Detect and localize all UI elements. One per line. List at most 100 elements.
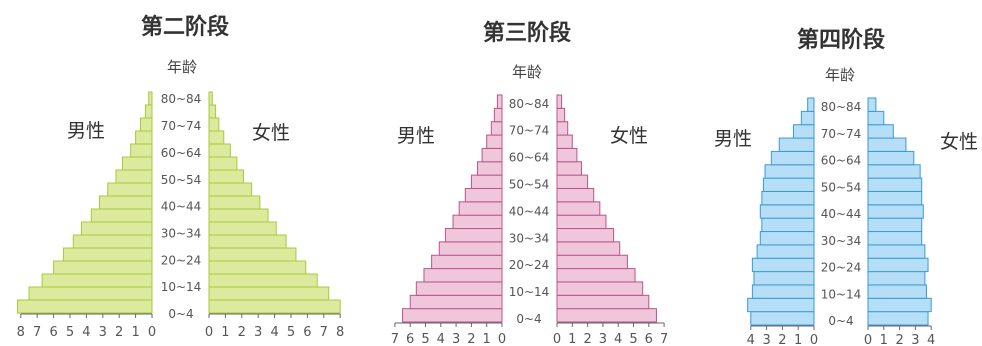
bar-male-5~9 bbox=[28, 286, 153, 301]
bar-female-5~9 bbox=[867, 297, 932, 313]
bar-male-55~59 bbox=[121, 156, 153, 171]
bar-female-60~64 bbox=[556, 147, 578, 163]
bar-male-30~34 bbox=[80, 221, 153, 236]
bar-female-40~44 bbox=[208, 195, 261, 210]
bar-male-10~14 bbox=[415, 281, 503, 296]
female-label: 女性 bbox=[940, 131, 978, 153]
bar-female-70~74 bbox=[867, 124, 894, 139]
bar-female-0~4 bbox=[208, 299, 341, 314]
bar-male-30~34 bbox=[444, 228, 503, 243]
female-tick-label: 0 bbox=[553, 332, 561, 346]
age-tick-label: 60~64 bbox=[161, 146, 202, 160]
bar-female-5~9 bbox=[556, 294, 650, 310]
bar-female-50~54 bbox=[556, 174, 589, 189]
bar-female-25~29 bbox=[867, 244, 926, 259]
female-tick-label: 8 bbox=[336, 325, 344, 340]
bar-female-50~54 bbox=[867, 177, 923, 192]
female-tick-label: 0 bbox=[205, 325, 213, 340]
male-tick-label: 3 bbox=[99, 325, 107, 340]
bar-female-80~84 bbox=[556, 94, 563, 109]
age-axis-label: 年龄 bbox=[167, 58, 197, 76]
bar-female-65~69 bbox=[867, 137, 907, 152]
bar-male-5~9 bbox=[747, 297, 815, 313]
male-tick-label: 1 bbox=[794, 333, 802, 346]
age-tick-label: 80~84 bbox=[509, 97, 550, 111]
male-tick-label: 3 bbox=[762, 333, 770, 346]
age-tick-label: 20~24 bbox=[161, 253, 202, 267]
age-tick-label: 10~14 bbox=[821, 287, 862, 301]
bar-female-10~14 bbox=[867, 284, 927, 299]
bar-male-20~24 bbox=[62, 247, 153, 262]
male-tick-label: 6 bbox=[406, 332, 414, 346]
bar-male-30~34 bbox=[759, 231, 815, 246]
age-axis-label: 年龄 bbox=[825, 66, 855, 84]
male-tick-label: 8 bbox=[17, 325, 25, 340]
female-tick-label: 1 bbox=[880, 333, 888, 346]
bar-male-45~49 bbox=[107, 182, 153, 197]
bar-male-10~14 bbox=[751, 284, 815, 299]
age-tick-label: 20~24 bbox=[821, 261, 862, 275]
male-tick-label: 6 bbox=[49, 325, 57, 340]
female-tick-label: 3 bbox=[911, 333, 919, 346]
bar-female-60~64 bbox=[208, 143, 231, 158]
age-tick-label: 70~74 bbox=[161, 119, 202, 133]
female-tick-label: 4 bbox=[927, 333, 935, 346]
bar-female-15~19 bbox=[867, 271, 926, 286]
male-tick-label: 0 bbox=[498, 332, 506, 346]
female-tick-label: 2 bbox=[583, 332, 591, 346]
male-tick-label: 1 bbox=[483, 332, 491, 346]
age-tick-label: 30~34 bbox=[161, 226, 202, 240]
bar-female-35~39 bbox=[556, 214, 607, 230]
bar-male-40~44 bbox=[759, 204, 815, 219]
bar-male-60~64 bbox=[130, 143, 153, 158]
bar-male-40~44 bbox=[99, 195, 153, 210]
age-tick-label: 80~84 bbox=[161, 92, 202, 106]
age-axis-label: 年龄 bbox=[512, 63, 542, 81]
age-tick-labels: 0~4 10~14 20~24 30~34 40~44 50~54 60~64 70~74 80… bbox=[161, 92, 202, 321]
female-tick-label: 2 bbox=[238, 325, 246, 340]
bar-male-5~9 bbox=[409, 294, 503, 310]
bar-male-70~74 bbox=[490, 121, 503, 136]
bar-male-35~39 bbox=[452, 214, 503, 230]
age-tick-label: 50~54 bbox=[821, 180, 862, 194]
male-tick-label: 2 bbox=[467, 332, 475, 346]
male-tick-label: 2 bbox=[778, 333, 786, 346]
female-tick-label: 6 bbox=[645, 332, 653, 346]
female-tick-label: 5 bbox=[287, 325, 295, 340]
bar-male-75~79 bbox=[493, 107, 503, 123]
bar-male-50~54 bbox=[470, 174, 503, 189]
bar-female-25~29 bbox=[208, 234, 287, 249]
bar-female-30~34 bbox=[556, 228, 615, 243]
male-label: 男性 bbox=[67, 120, 105, 142]
bar-male-0~4 bbox=[750, 311, 815, 326]
bar-female-45~49 bbox=[208, 182, 253, 197]
age-tick-label: 40~44 bbox=[509, 204, 550, 218]
bar-male-15~19 bbox=[753, 271, 815, 286]
age-tick-label: 40~44 bbox=[161, 200, 202, 214]
bar-female-45~49 bbox=[556, 187, 595, 203]
bar-male-70~74 bbox=[140, 117, 153, 132]
female-tick-label: 5 bbox=[629, 332, 637, 346]
male-tick-label: 1 bbox=[131, 325, 139, 340]
female-tick-label: 0 bbox=[864, 333, 872, 346]
male-tick-label: 4 bbox=[82, 325, 90, 340]
bar-female-10~14 bbox=[208, 273, 318, 288]
bar-male-60~64 bbox=[481, 147, 503, 163]
age-tick-label: 10~14 bbox=[161, 280, 202, 294]
bar-male-50~54 bbox=[762, 177, 815, 192]
bar-female-55~59 bbox=[556, 161, 582, 176]
male-tick-label: 5 bbox=[421, 332, 429, 346]
bar-female-30~34 bbox=[867, 231, 923, 246]
bar-male-55~59 bbox=[477, 161, 503, 176]
age-tick-label: 0~4 bbox=[516, 312, 541, 326]
bar-female-55~59 bbox=[208, 156, 238, 171]
bar-male-20~24 bbox=[431, 254, 503, 270]
bar-male-15~19 bbox=[53, 260, 153, 275]
male-tick-label: 4 bbox=[747, 333, 755, 346]
